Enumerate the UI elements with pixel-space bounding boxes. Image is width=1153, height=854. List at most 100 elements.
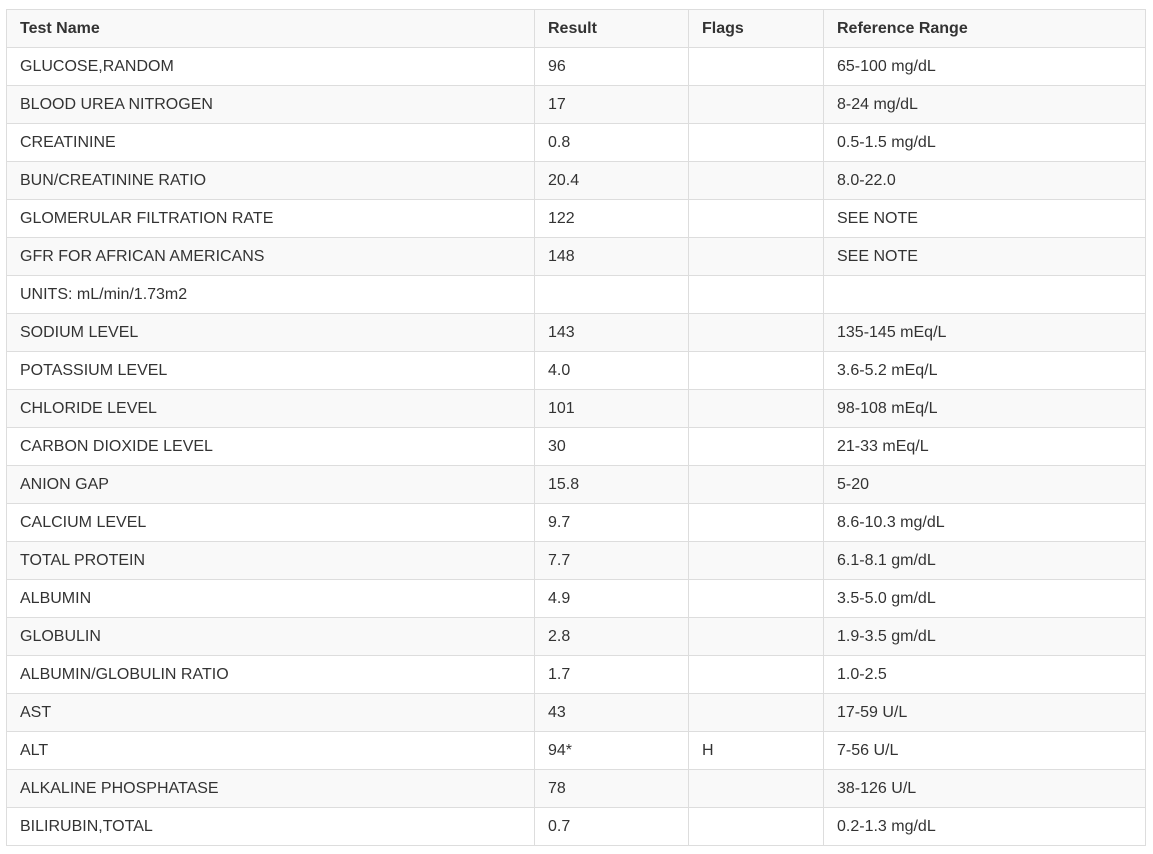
result-cell: 1.7 <box>534 655 689 694</box>
test-name-cell: GLOBULIN <box>6 617 535 656</box>
table-row: GLOMERULAR FILTRATION RATE 122 SEE NOTE <box>6 199 1146 238</box>
test-name-cell: ALBUMIN <box>6 579 535 618</box>
reference-range-cell: 8-24 mg/dL <box>823 85 1146 124</box>
table-row: CREATININE 0.8 0.5-1.5 mg/dL <box>6 123 1146 162</box>
table-row: BILIRUBIN,TOTAL 0.7 0.2-1.3 mg/dL <box>6 807 1146 846</box>
result-cell: 96 <box>534 47 689 86</box>
result-cell: 101 <box>534 389 689 428</box>
flag-cell <box>688 541 824 580</box>
flag-cell <box>688 693 824 732</box>
flag-cell <box>688 351 824 390</box>
test-name-cell: GFR FOR AFRICAN AMERICANS <box>6 237 535 276</box>
test-name-cell: BLOOD UREA NITROGEN <box>6 85 535 124</box>
reference-range-cell: 8.0-22.0 <box>823 161 1146 200</box>
test-name-cell: GLUCOSE,RANDOM <box>6 47 535 86</box>
reference-range-cell: 7-56 U/L <box>823 731 1146 770</box>
result-cell: 122 <box>534 199 689 238</box>
flag-cell <box>688 617 824 656</box>
result-cell: 30 <box>534 427 689 466</box>
result-cell: 148 <box>534 237 689 276</box>
flag-cell <box>688 85 824 124</box>
result-cell: 143 <box>534 313 689 352</box>
reference-range-cell: SEE NOTE <box>823 199 1146 238</box>
table-row: CHLORIDE LEVEL 101 98-108 mEq/L <box>6 389 1146 428</box>
table-row: TOTAL PROTEIN 7.7 6.1-8.1 gm/dL <box>6 541 1146 580</box>
test-name-cell: CHLORIDE LEVEL <box>6 389 535 428</box>
flag-cell <box>688 465 824 504</box>
test-name-cell: ALT <box>6 731 535 770</box>
flag-cell <box>688 427 824 466</box>
flag-cell <box>688 161 824 200</box>
test-name-cell: CALCIUM LEVEL <box>6 503 535 542</box>
test-name-cell: SODIUM LEVEL <box>6 313 535 352</box>
table-row: ALKALINE PHOSPHATASE 78 38-126 U/L <box>6 769 1146 808</box>
result-cell: 0.7 <box>534 807 689 846</box>
reference-range-cell: 6.1-8.1 gm/dL <box>823 541 1146 580</box>
flag-cell <box>688 655 824 694</box>
reference-range-cell: 135-145 mEq/L <box>823 313 1146 352</box>
reference-range-cell: 38-126 U/L <box>823 769 1146 808</box>
result-cell: 17 <box>534 85 689 124</box>
reference-range-cell: 3.5-5.0 gm/dL <box>823 579 1146 618</box>
flag-cell <box>688 199 824 238</box>
result-cell: 94* <box>534 731 689 770</box>
test-name-cell: TOTAL PROTEIN <box>6 541 535 580</box>
table-row: CALCIUM LEVEL 9.7 8.6-10.3 mg/dL <box>6 503 1146 542</box>
reference-range-cell: 5-20 <box>823 465 1146 504</box>
table-row: CARBON DIOXIDE LEVEL 30 21-33 mEq/L <box>6 427 1146 466</box>
table-row: ALBUMIN/GLOBULIN RATIO 1.7 1.0-2.5 <box>6 655 1146 694</box>
result-cell: 4.0 <box>534 351 689 390</box>
table-row: ALT 94* H 7-56 U/L <box>6 731 1146 770</box>
reference-range-cell: 21-33 mEq/L <box>823 427 1146 466</box>
table-row: GLOBULIN 2.8 1.9-3.5 gm/dL <box>6 617 1146 656</box>
header-result: Result <box>534 9 689 48</box>
table-row: UNITS: mL/min/1.73m2 <box>6 275 1146 314</box>
test-name-cell: ALKALINE PHOSPHATASE <box>6 769 535 808</box>
reference-range-cell: 65-100 mg/dL <box>823 47 1146 86</box>
test-name-cell: BILIRUBIN,TOTAL <box>6 807 535 846</box>
table-row: AST 43 17-59 U/L <box>6 693 1146 732</box>
flag-cell <box>688 807 824 846</box>
result-cell: 0.8 <box>534 123 689 162</box>
test-name-cell: UNITS: mL/min/1.73m2 <box>6 275 535 314</box>
table-header: Test Name Result Flags Reference Range <box>6 9 1146 48</box>
test-name-cell: BUN/CREATININE RATIO <box>6 161 535 200</box>
reference-range-cell: 1.0-2.5 <box>823 655 1146 694</box>
flag-cell <box>688 503 824 542</box>
table-row: GFR FOR AFRICAN AMERICANS 148 SEE NOTE <box>6 237 1146 276</box>
flag-cell <box>688 237 824 276</box>
reference-range-cell: 0.2-1.3 mg/dL <box>823 807 1146 846</box>
reference-range-cell: 8.6-10.3 mg/dL <box>823 503 1146 542</box>
reference-range-cell: 0.5-1.5 mg/dL <box>823 123 1146 162</box>
reference-range-cell <box>823 275 1146 314</box>
table-row: GLUCOSE,RANDOM 96 65-100 mg/dL <box>6 47 1146 86</box>
header-reference-range: Reference Range <box>823 9 1146 48</box>
header-test-name: Test Name <box>6 9 535 48</box>
reference-range-cell: 98-108 mEq/L <box>823 389 1146 428</box>
header-flags: Flags <box>688 9 824 48</box>
test-name-cell: GLOMERULAR FILTRATION RATE <box>6 199 535 238</box>
reference-range-cell: 3.6-5.2 mEq/L <box>823 351 1146 390</box>
header-row: Test Name Result Flags Reference Range <box>6 9 1146 48</box>
table-row: POTASSIUM LEVEL 4.0 3.6-5.2 mEq/L <box>6 351 1146 390</box>
flag-cell <box>688 123 824 162</box>
result-cell: 43 <box>534 693 689 732</box>
reference-range-cell: 1.9-3.5 gm/dL <box>823 617 1146 656</box>
test-name-cell: AST <box>6 693 535 732</box>
table-row: BUN/CREATININE RATIO 20.4 8.0-22.0 <box>6 161 1146 200</box>
flag-cell <box>688 47 824 86</box>
flag-cell: H <box>688 731 824 770</box>
lab-results-container: Test Name Result Flags Reference Range G… <box>6 9 1146 846</box>
result-cell: 20.4 <box>534 161 689 200</box>
test-name-cell: CARBON DIOXIDE LEVEL <box>6 427 535 466</box>
result-cell <box>534 275 689 314</box>
result-cell: 7.7 <box>534 541 689 580</box>
reference-range-cell: 17-59 U/L <box>823 693 1146 732</box>
reference-range-cell: SEE NOTE <box>823 237 1146 276</box>
table-body: GLUCOSE,RANDOM 96 65-100 mg/dL BLOOD URE… <box>6 47 1146 846</box>
lab-results-table: Test Name Result Flags Reference Range G… <box>6 9 1146 846</box>
flag-cell <box>688 579 824 618</box>
test-name-cell: ALBUMIN/GLOBULIN RATIO <box>6 655 535 694</box>
table-row: SODIUM LEVEL 143 135-145 mEq/L <box>6 313 1146 352</box>
flag-cell <box>688 389 824 428</box>
